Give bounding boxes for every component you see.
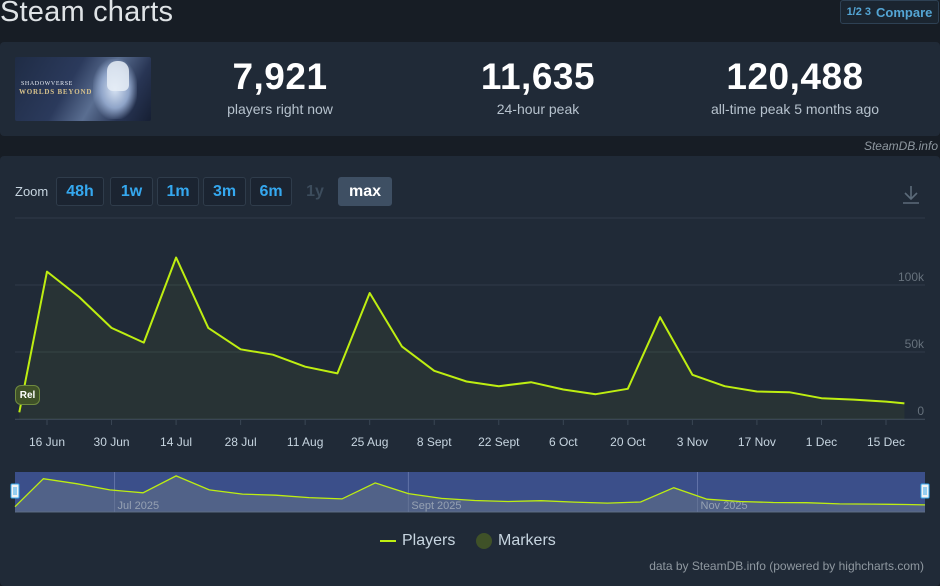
page-title: Steam charts — [0, 0, 174, 28]
navigator-area — [15, 475, 925, 512]
stat-label: all-time peak 5 months ago — [710, 101, 880, 117]
zoom-label: Zoom — [15, 184, 49, 199]
legend-line-swatch — [380, 540, 396, 542]
download-icon[interactable] — [901, 184, 921, 206]
compare-button-label: Compare — [876, 4, 933, 20]
x-tick-label: 25 Aug — [351, 435, 388, 449]
x-tick-label: 30 Jun — [94, 435, 130, 449]
logo-text-line2: WORLDS BEYOND — [19, 88, 93, 96]
x-tick-label: 8 Sept — [417, 435, 452, 449]
x-tick-label: 3 Nov — [677, 435, 708, 449]
stat-value: 7,921 — [232, 56, 328, 97]
x-tick-label: 14 Jul — [160, 435, 192, 449]
stat-value: 120,488 — [726, 56, 864, 97]
compare-button[interactable]: 1/2 3 Compare — [840, 0, 939, 24]
y-tick-label: 50k — [905, 337, 925, 351]
footer-credit[interactable]: data by SteamDB.info (powered by highcha… — [649, 559, 924, 573]
zoom-button-1m[interactable]: 1m — [157, 177, 199, 206]
stat-24h-peak: 11,635 24-hour peak — [458, 56, 618, 118]
x-tick-label: 28 Jul — [225, 435, 257, 449]
logo-character — [107, 61, 129, 91]
x-tick-label: 16 Jun — [29, 435, 65, 449]
zoom-button-1y: 1y — [306, 182, 324, 200]
zoom-button-6m[interactable]: 6m — [250, 177, 292, 206]
x-tick-label: 1 Dec — [806, 435, 837, 449]
zoom-button-3m[interactable]: 3m — [203, 177, 246, 206]
navigator-handle-right[interactable] — [920, 483, 930, 499]
series-line-players — [18, 256, 905, 413]
legend-item-markers[interactable]: Markers — [476, 532, 556, 550]
stat-label: 24-hour peak — [496, 101, 580, 117]
players-chart[interactable]: 0 50k 100k 16 Jun 30 Jun 14 Jul 28 Jul 11 Aug 25… — [0, 156, 940, 586]
x-tick-label: 17 Nov — [738, 435, 776, 449]
x-tick-label: 22 Sept — [478, 435, 520, 449]
legend-label: Markers — [498, 532, 556, 549]
x-tick-label: 11 Aug — [287, 435, 323, 449]
stat-value: 11,635 — [480, 56, 596, 97]
source-credit[interactable]: SteamDB.info — [863, 139, 938, 153]
y-tick-label: 0 — [917, 404, 924, 418]
zoom-button-48h[interactable]: 48h — [56, 177, 104, 206]
chart-legend: Players Markers — [0, 532, 940, 556]
legend-circle-swatch — [476, 533, 492, 549]
logo-text-line1: SHADOWVERSE — [21, 81, 73, 87]
chart-panel: Zoom 48h 1w 1m 3m 6m 1y max 0 50k 100k 16 J… — [0, 156, 940, 586]
stat-label: players right now — [227, 101, 333, 117]
series-area-players — [19, 257, 905, 419]
game-logo-image[interactable]: SHADOWVERSE WORLDS BEYOND — [15, 57, 151, 121]
x-tick-label: 20 Oct — [610, 435, 646, 449]
navigator-line — [14, 475, 926, 508]
x-tick-label: 6 Oct — [549, 435, 578, 449]
release-marker[interactable]: Rel — [15, 385, 40, 405]
navigator-handle-left[interactable] — [10, 483, 20, 499]
x-tick-label: 15 Dec — [867, 435, 905, 449]
zoom-button-max[interactable]: max — [338, 177, 392, 206]
stats-panel: SHADOWVERSE WORLDS BEYOND 7,921 players … — [0, 42, 940, 136]
fraction-icon: 1/2 3 — [846, 5, 872, 18]
stat-all-time-peak: 120,488 all-time peak 5 months ago — [690, 56, 900, 118]
legend-label: Players — [402, 532, 456, 549]
legend-item-players[interactable]: Players — [380, 532, 455, 550]
y-tick-label: 100k — [898, 270, 925, 284]
stat-players-now: 7,921 players right now — [200, 56, 360, 118]
zoom-button-1w[interactable]: 1w — [110, 177, 153, 206]
